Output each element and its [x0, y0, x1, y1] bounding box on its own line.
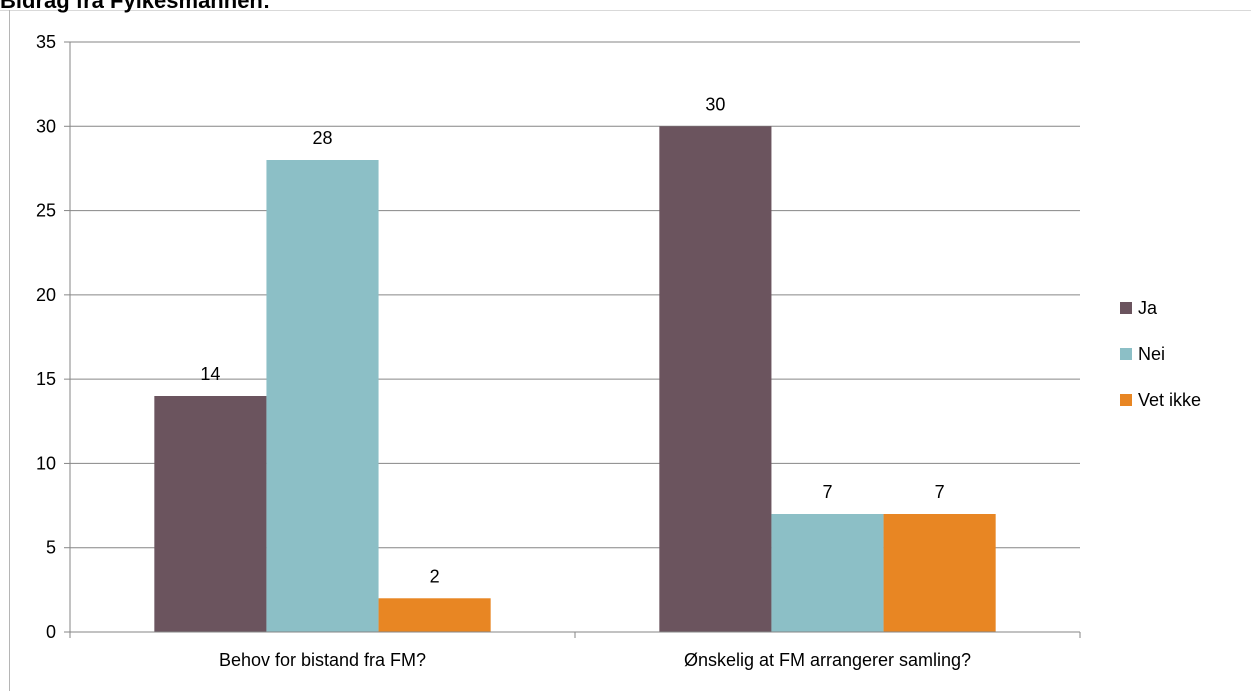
data-label: 7 — [935, 482, 945, 502]
data-label: 14 — [200, 364, 220, 384]
legend-label: Ja — [1138, 298, 1158, 318]
y-axis: 0 5 10 15 20 25 30 35 — [36, 32, 71, 642]
legend-swatch — [1120, 348, 1132, 360]
data-label: 2 — [430, 566, 440, 586]
legend-label: Nei — [1138, 344, 1165, 364]
y-tick-label: 30 — [36, 116, 56, 136]
y-tick-label: 35 — [36, 32, 56, 52]
legend-swatch — [1120, 302, 1132, 314]
bars — [154, 126, 996, 633]
chart-title: Bidrag fra Fylkesmannen: — [0, 0, 271, 13]
bar-ja — [659, 126, 772, 633]
bar-ja — [154, 396, 267, 632]
data-label: 30 — [705, 94, 725, 114]
bar-nei — [266, 160, 379, 632]
y-tick-label: 0 — [46, 622, 56, 642]
data-label: 7 — [822, 482, 832, 502]
y-tick-label: 20 — [36, 285, 56, 305]
legend-swatch — [1120, 394, 1132, 406]
data-label: 28 — [312, 128, 332, 148]
category-label: Behov for bistand fra FM? — [219, 650, 426, 670]
y-tick-label: 25 — [36, 201, 56, 221]
bar-nei — [771, 514, 884, 632]
x-axis: Behov for bistand fra FM? Ønskelig at FM … — [69, 631, 1081, 670]
chart-frame-left — [9, 10, 10, 691]
y-tick-label: 10 — [36, 453, 56, 473]
legend-label: Vet ikke — [1138, 390, 1201, 410]
y-tick-label: 5 — [46, 538, 56, 558]
bar-vet-ikke — [883, 514, 996, 632]
chart-frame-top — [0, 10, 1251, 11]
bar-vet-ikke — [378, 598, 491, 632]
category-label: Ønskelig at FM arrangerer samling? — [684, 650, 971, 670]
y-tick-label: 15 — [36, 369, 56, 389]
data-labels: 14 28 2 30 7 7 — [200, 94, 944, 586]
legend: Ja Nei Vet ikke — [1120, 298, 1201, 410]
